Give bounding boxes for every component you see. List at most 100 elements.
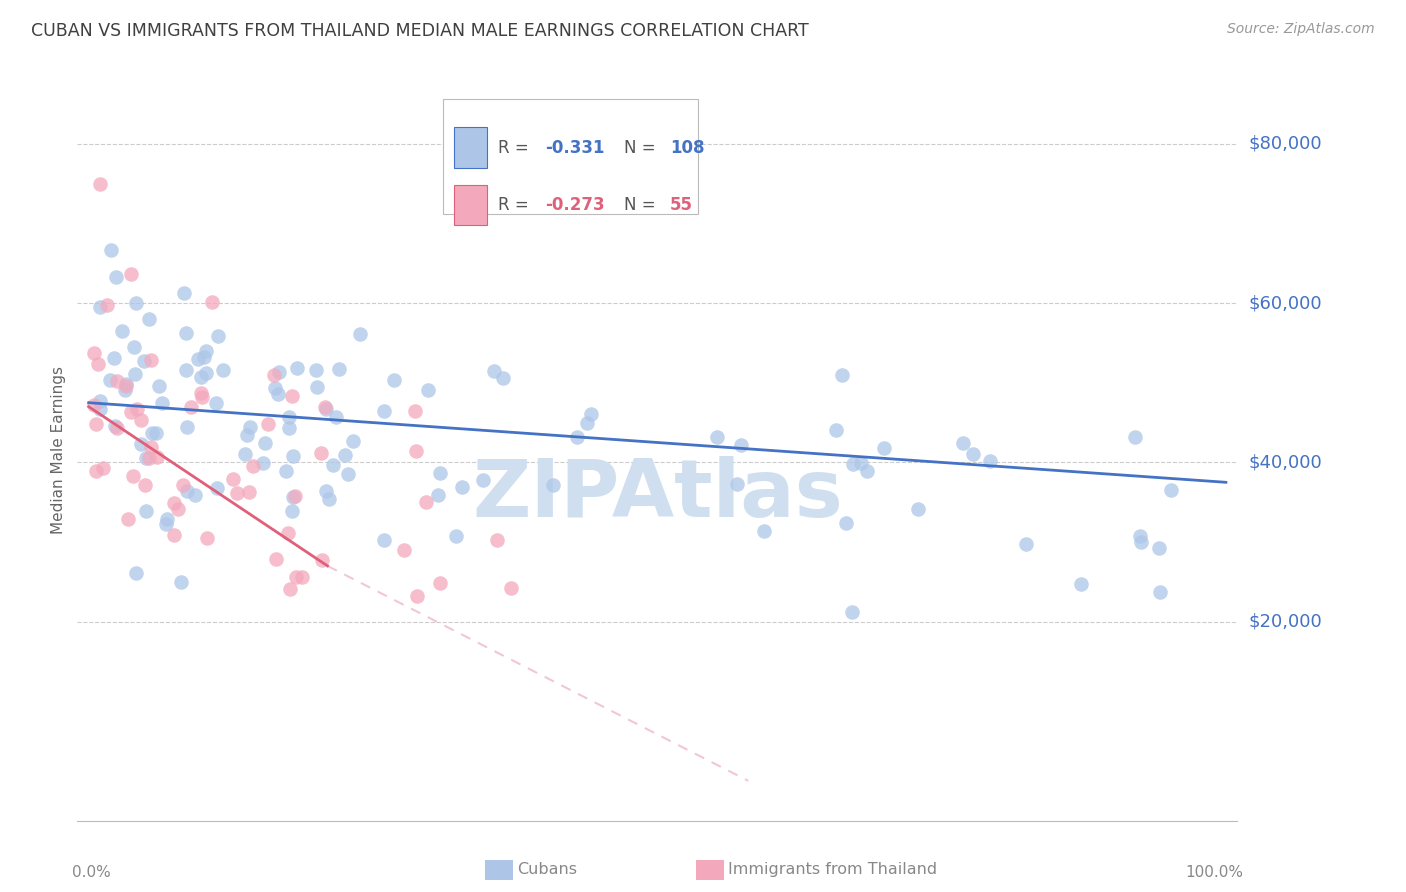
- Point: [91, 461, 114, 475]
- Point: [122, 340, 145, 354]
- Point: [125, 566, 148, 581]
- Point: [831, 368, 853, 382]
- Point: [873, 442, 896, 456]
- Point: [472, 473, 495, 487]
- Point: [156, 512, 179, 526]
- Point: [1015, 536, 1038, 550]
- Point: [180, 400, 202, 414]
- Point: [195, 531, 218, 545]
- Point: [155, 516, 177, 531]
- Point: [1160, 483, 1182, 497]
- Point: [315, 401, 337, 416]
- Point: [252, 456, 274, 470]
- Point: [579, 407, 602, 421]
- Point: [89, 401, 111, 416]
- Point: [125, 295, 148, 310]
- Point: [150, 396, 173, 410]
- Point: [225, 485, 247, 500]
- Point: [267, 386, 290, 401]
- Point: [104, 419, 127, 434]
- Point: [125, 401, 148, 416]
- Point: [825, 423, 848, 437]
- Point: [176, 483, 198, 498]
- Point: [238, 484, 260, 499]
- Text: -0.331: -0.331: [544, 138, 605, 157]
- Point: [285, 569, 308, 583]
- Point: [195, 343, 218, 358]
- Point: [278, 582, 301, 596]
- Point: [263, 380, 285, 394]
- Point: [129, 437, 152, 451]
- Point: [404, 404, 426, 418]
- Point: [201, 295, 224, 310]
- Point: [725, 477, 748, 491]
- Point: [451, 480, 474, 494]
- Point: [84, 464, 107, 478]
- Point: [89, 300, 111, 314]
- Point: [148, 378, 170, 392]
- Point: [103, 351, 125, 366]
- Point: [115, 377, 138, 392]
- Point: [176, 419, 198, 434]
- Text: 100.0%: 100.0%: [1185, 865, 1243, 880]
- Point: [124, 367, 146, 381]
- Point: [117, 512, 139, 526]
- Text: N =: N =: [624, 196, 661, 214]
- Point: [1149, 585, 1171, 599]
- Point: [342, 434, 364, 448]
- Text: Cubans: Cubans: [517, 863, 578, 877]
- Point: [105, 375, 128, 389]
- Point: [284, 489, 307, 503]
- Point: [89, 177, 111, 191]
- Point: [835, 516, 858, 531]
- Text: Source: ZipAtlas.com: Source: ZipAtlas.com: [1227, 22, 1375, 37]
- Point: [173, 285, 195, 300]
- Point: [280, 389, 302, 403]
- Point: [195, 366, 218, 380]
- Point: [283, 490, 305, 504]
- Point: [277, 526, 299, 541]
- Point: [163, 528, 186, 542]
- Point: [405, 443, 427, 458]
- Point: [96, 298, 118, 312]
- Text: CUBAN VS IMMIGRANTS FROM THAILAND MEDIAN MALE EARNINGS CORRELATION CHART: CUBAN VS IMMIGRANTS FROM THAILAND MEDIAN…: [31, 22, 808, 40]
- Point: [145, 425, 167, 440]
- Point: [114, 383, 136, 397]
- Bar: [454, 128, 486, 168]
- Point: [100, 244, 122, 258]
- Point: [163, 496, 186, 510]
- Point: [315, 483, 337, 498]
- Point: [135, 503, 157, 517]
- Point: [169, 575, 191, 590]
- Point: [138, 451, 160, 466]
- FancyBboxPatch shape: [443, 99, 697, 213]
- Text: $20,000: $20,000: [1249, 613, 1322, 631]
- Point: [841, 605, 863, 619]
- Point: [263, 368, 285, 383]
- Point: [253, 435, 276, 450]
- Point: [145, 450, 167, 465]
- Point: [305, 363, 328, 377]
- Text: 0.0%: 0.0%: [72, 865, 110, 880]
- Point: [907, 502, 929, 516]
- Text: $60,000: $60,000: [1249, 294, 1322, 312]
- Point: [575, 416, 598, 430]
- Point: [1070, 576, 1092, 591]
- Point: [382, 374, 405, 388]
- Text: $80,000: $80,000: [1249, 135, 1322, 153]
- Point: [98, 373, 121, 387]
- Point: [841, 457, 863, 471]
- Text: R =: R =: [498, 138, 534, 157]
- Y-axis label: Median Male Earnings: Median Male Earnings: [51, 367, 66, 534]
- Point: [205, 395, 228, 409]
- Point: [139, 352, 162, 367]
- Text: 108: 108: [671, 138, 704, 157]
- Point: [277, 409, 299, 424]
- Point: [427, 488, 450, 502]
- Point: [309, 446, 332, 460]
- Point: [541, 478, 564, 492]
- Point: [121, 469, 143, 483]
- Point: [485, 533, 508, 547]
- Point: [83, 346, 105, 360]
- Point: [307, 380, 329, 394]
